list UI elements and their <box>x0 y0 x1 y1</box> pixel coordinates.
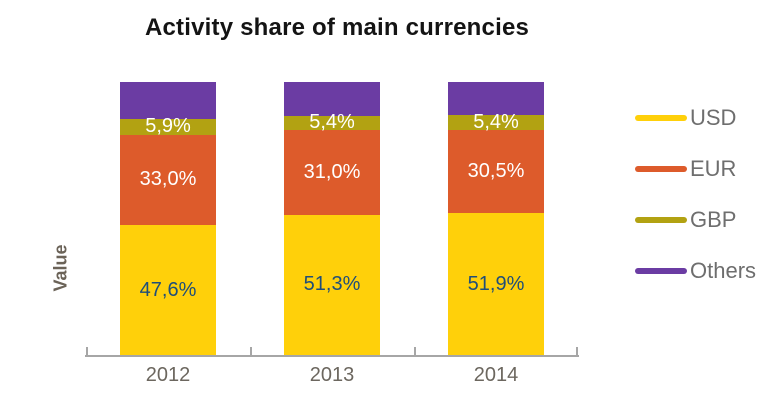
bar-segment-gbp-2014: 5,4% <box>448 111 544 133</box>
legend-label-eur: EUR <box>690 156 737 181</box>
x-tick-label-2012: 2012 <box>145 364 191 386</box>
chart-title: Activity share of main currencies <box>144 14 530 41</box>
data-label-gbp-2014: 5,4% <box>473 111 519 134</box>
legend-label-usd: USD <box>690 105 737 130</box>
legend-item-others: Others <box>635 258 756 284</box>
data-label-gbp-2013: 5,4% <box>309 111 355 134</box>
legend-item-eur: EUR <box>635 156 736 182</box>
bar-segment-eur-2012: 33,0% <box>120 134 216 226</box>
x-axis-tick <box>86 347 88 355</box>
y-axis-label: Value <box>50 244 71 292</box>
x-axis-tick <box>576 347 578 355</box>
legend-marker-usd <box>635 115 687 121</box>
data-label-eur-2014: 30,5% <box>467 160 525 183</box>
bar-segment-gbp-2013: 5,4% <box>284 111 380 133</box>
legend-label-others: Others <box>690 258 757 283</box>
bar-segment-usd-2012: 47,6% <box>120 225 216 355</box>
bar-segment-others-2012 <box>120 82 216 119</box>
data-label-eur-2012: 33,0% <box>139 168 197 191</box>
legend-marker-gbp <box>635 217 687 223</box>
x-tick-label-2014: 2014 <box>473 364 519 386</box>
data-label-eur-2013: 31,0% <box>303 161 361 184</box>
legend-marker-eur <box>635 166 687 172</box>
legend-marker-others <box>635 268 687 274</box>
bar-segment-gbp-2012: 5,9% <box>120 115 216 137</box>
legend-item-usd: USD <box>635 105 736 131</box>
x-axis-line <box>85 355 579 357</box>
bar-segment-usd-2014: 51,9% <box>448 213 544 355</box>
legend-item-gbp: GBP <box>635 207 736 233</box>
bar-segment-others-2014 <box>448 82 544 116</box>
bar-segment-others-2013 <box>284 82 380 116</box>
legend-label-gbp: GBP <box>690 207 737 232</box>
bar-segment-eur-2014: 30,5% <box>448 130 544 214</box>
x-tick-label-2013: 2013 <box>309 364 355 386</box>
bar-segment-eur-2013: 31,0% <box>284 130 380 215</box>
x-axis-tick <box>414 347 416 355</box>
data-label-usd-2012: 47,6% <box>139 278 197 301</box>
data-label-usd-2014: 51,9% <box>467 272 525 295</box>
data-label-gbp-2012: 5,9% <box>145 115 191 138</box>
x-axis-tick <box>250 347 252 355</box>
bar-segment-usd-2013: 51,3% <box>284 214 380 355</box>
plot-area: 47,6% 33,0% 5,9% 2012 51,3% 31,0% 5,4% 2013 51,9… <box>85 82 579 386</box>
data-label-usd-2013: 51,3% <box>303 273 361 296</box>
